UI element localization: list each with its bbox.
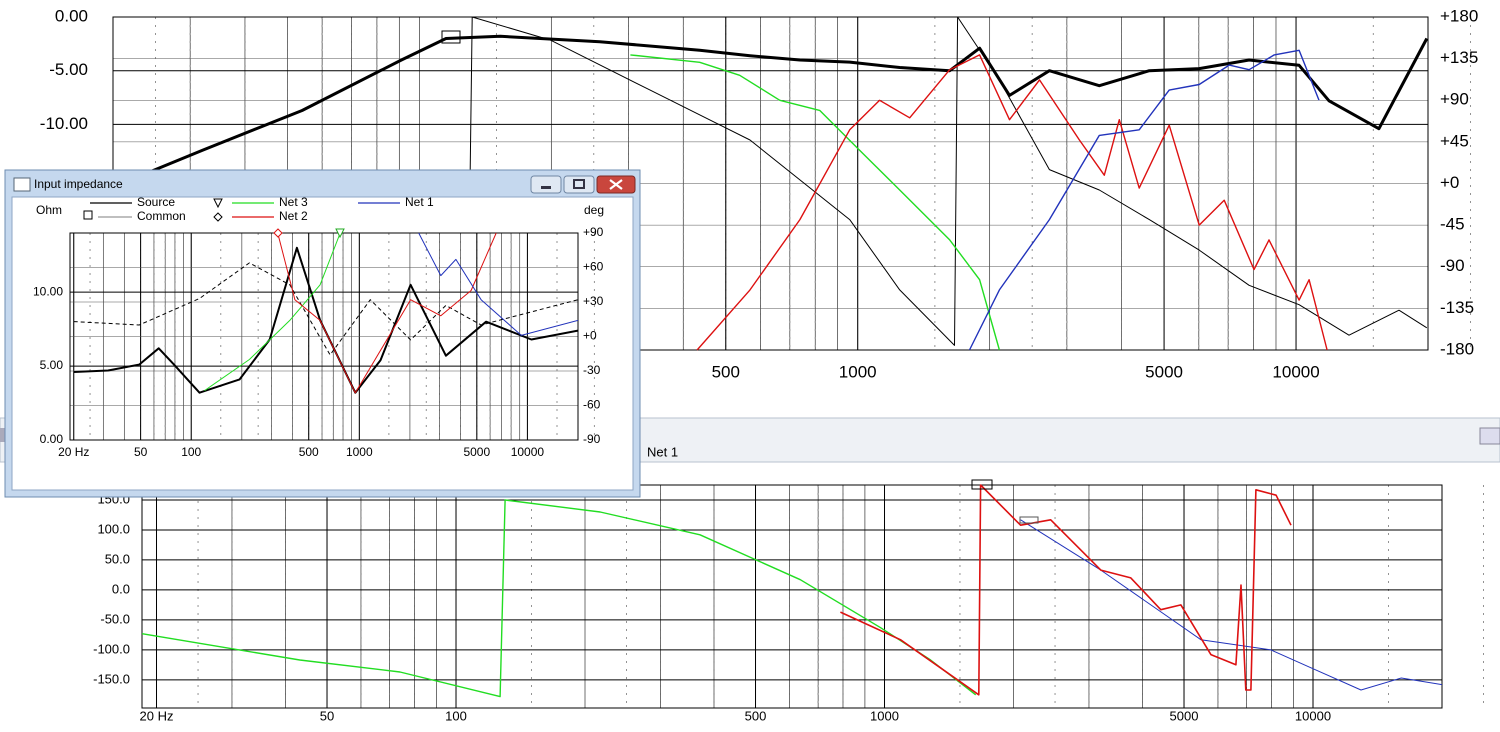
series-line [630, 54, 1001, 351]
y2-tick-label: -90 [583, 432, 601, 446]
window-icon [13, 177, 31, 192]
series-line [204, 232, 341, 392]
marker [441, 30, 461, 44]
frame-button[interactable] [1479, 427, 1500, 445]
legend-label: Source [137, 195, 175, 209]
y2-tick-label: +60 [583, 260, 604, 274]
window-title: Input impedance [34, 177, 123, 191]
y2-tick-label: -90 [1440, 256, 1465, 275]
y-tick-label: 5.00 [40, 358, 64, 372]
minimize-button[interactable] [530, 175, 562, 194]
x-tick-label: 10000 [1295, 708, 1331, 723]
y2-tick-label: -180 [1440, 339, 1474, 358]
y2-tick-label: +0 [1440, 173, 1459, 192]
series-line [73, 246, 578, 394]
x-tick-label: 100 [445, 708, 467, 723]
x-tick-label: 10000 [1272, 362, 1319, 381]
legend-marker [213, 198, 223, 209]
series-line [73, 262, 578, 356]
y-tick-label: 50.0 [105, 551, 130, 566]
y-tick-label: 100.0 [97, 521, 130, 536]
maximize-button[interactable] [563, 175, 595, 194]
x-tick-label: 50 [320, 708, 334, 723]
x-tick-label: 500 [745, 708, 767, 723]
maximize-icon [573, 179, 585, 189]
series-line [418, 232, 578, 336]
close-icon [609, 179, 623, 190]
window: Input impedance Ohm deg 20 Hz 50 100 500 100… [4, 169, 641, 498]
x-tick-label: 1000 [839, 362, 877, 381]
y-tick-label: -5.00 [49, 60, 88, 79]
plot-frame [69, 232, 579, 441]
marker [1019, 516, 1039, 524]
legend-label: Net 1 [405, 195, 434, 209]
y2-tick-label: -135 [1440, 298, 1474, 317]
legend-label: Net 2 [279, 209, 308, 223]
x-tick-label: 5000 [463, 445, 490, 459]
series-line [467, 16, 1428, 346]
y2-tick-label: +45 [1440, 131, 1469, 150]
y2-tick-label: +180 [1440, 6, 1478, 25]
series-line [147, 34, 1428, 175]
y2-tick-label: -45 [1440, 215, 1465, 234]
x-tick-label: 20 Hz [140, 708, 174, 723]
minimize-icon [541, 186, 551, 189]
series-line [277, 232, 497, 394]
y-tick-label: -10.00 [40, 114, 88, 133]
y2-tick-label: +30 [583, 294, 604, 308]
x-tick-label: 50 [134, 445, 148, 459]
y-tick-label: -100.0 [93, 641, 130, 656]
y-tick-label: 0.0 [112, 581, 130, 596]
y2-tick-label: +90 [1440, 90, 1469, 109]
x-tick-label: 5000 [1170, 708, 1199, 723]
x-tick-label: 5000 [1145, 362, 1183, 381]
legend-label: Common [137, 209, 186, 223]
y2-tick-label: -30 [583, 363, 601, 377]
legend-marker [213, 212, 223, 222]
y2-axis-label: deg [584, 203, 604, 217]
y2-tick-label: -60 [583, 398, 601, 412]
impedance-chart: 20 Hz 50 100 500 1000 5000 10000 0.00 5.00 10.00 +… [33, 225, 604, 459]
frame-icon [0, 428, 6, 442]
x-tick-label: 100 [181, 445, 201, 459]
series-line [840, 484, 1292, 696]
y-tick-label: 0.00 [55, 6, 88, 25]
series-line [696, 54, 1328, 351]
series-line [1020, 519, 1442, 691]
bottom-chart: 20 Hz 50 100 500 1000 5000 10000150.0100.050.0… [93, 484, 1484, 723]
y-tick-label: -50.0 [100, 611, 130, 626]
x-tick-label: 10000 [511, 445, 545, 459]
x-tick-label: 500 [299, 445, 319, 459]
x-tick-label: 20 Hz [58, 445, 89, 459]
marker [335, 228, 345, 239]
y2-tick-label: +135 [1440, 48, 1478, 67]
legend-label: Net 3 [279, 195, 308, 209]
y-tick-label: 0.00 [40, 432, 64, 446]
x-tick-label: 1000 [346, 445, 373, 459]
series-line [968, 49, 1320, 351]
y-axis-label: Ohm [36, 203, 62, 217]
panel-title: Net 1 [647, 444, 678, 459]
y-tick-label: -150.0 [93, 671, 130, 686]
y2-tick-label: +90 [583, 225, 604, 239]
x-tick-label: 500 [712, 362, 740, 381]
legend-marker [83, 210, 93, 220]
marker [971, 479, 993, 490]
plot-background [142, 485, 1442, 708]
y2-tick-label: +0 [583, 329, 597, 343]
y-tick-label: 10.00 [33, 284, 63, 298]
x-tick-label: 1000 [870, 708, 899, 723]
plot-frame [141, 484, 1443, 709]
marker [273, 228, 283, 238]
